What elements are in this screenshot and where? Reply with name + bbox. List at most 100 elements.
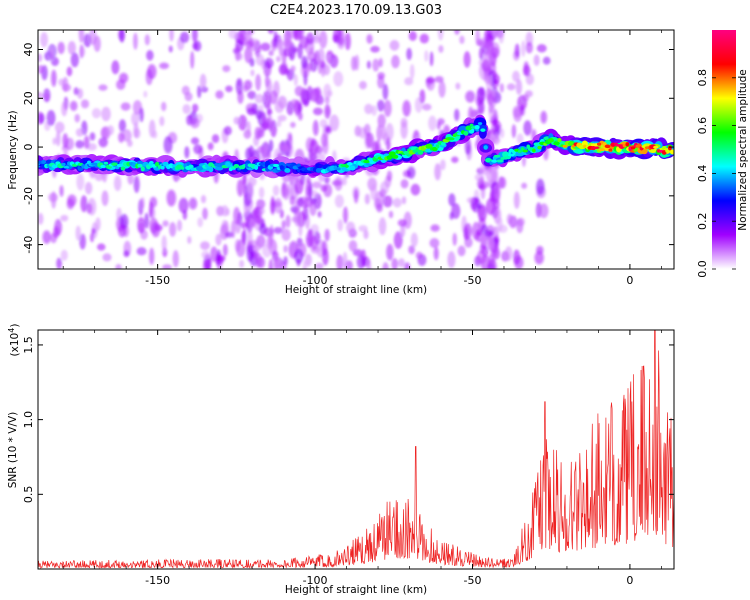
spectrogram-noise-blob — [438, 45, 444, 53]
spectrogram-noise-blob — [297, 102, 302, 113]
spectrogram-noise-blob — [430, 224, 440, 232]
spectrogram-noise-blob — [378, 57, 383, 68]
spectrogram-noise-blob — [163, 136, 173, 154]
spectrogram-ridge-blob — [477, 122, 483, 126]
spectrogram-noise-blob — [521, 182, 528, 189]
spectrogram-noise-blob — [91, 227, 96, 235]
spectrogram-noise-blob — [499, 83, 504, 93]
spectrogram-noise-blob — [246, 120, 251, 136]
spectrogram-noise-blob — [61, 101, 68, 117]
spectrogram-ridge-blob — [258, 162, 266, 166]
spectrogram-noise-blob — [244, 46, 253, 64]
spectrogram-ridge-blob — [120, 166, 126, 171]
spectrogram-ridge-blob — [562, 144, 568, 148]
spectrogram-noise-blob — [294, 210, 301, 227]
spectrogram-noise-blob — [321, 241, 327, 255]
spectrogram-noise-blob — [281, 183, 290, 196]
spectrogram-noise-blob — [324, 104, 331, 120]
spectrogram-noise-blob — [202, 207, 208, 220]
spectrogram-noise-blob — [391, 257, 399, 269]
spectrogram-noise-blob — [94, 172, 104, 182]
spectrogram-noise-blob — [342, 251, 348, 269]
spectrogram-noise-blob — [95, 217, 101, 231]
spectrogram-noise-blob — [326, 90, 333, 97]
spectrogram-noise-blob — [512, 70, 520, 83]
x-tick-label: -100 — [303, 574, 328, 587]
spectrogram-noise-blob — [514, 43, 520, 58]
spectrogram-noise-blob — [207, 142, 214, 151]
spectrogram-noise-blob — [400, 179, 409, 189]
spectrogram-noise-blob — [542, 56, 551, 65]
spectrogram-panel: -150 -100 -50 0 -40 -20 0 20 40 Height of strai… — [7, 29, 675, 296]
spectrogram-noise-blob — [365, 132, 375, 149]
spectrogram-noise-blob — [323, 175, 330, 184]
x-tick-label: -50 — [464, 274, 482, 287]
spectrogram-noise-blob — [75, 128, 84, 137]
x-tick-label: 0 — [626, 274, 633, 287]
spectrogram-noise-blob — [162, 220, 169, 227]
spectrogram-noise-blob — [265, 79, 273, 95]
spectrogram-noise-blob — [262, 243, 272, 258]
spectrogram-noise-blob — [382, 195, 393, 208]
spectrogram-noise-blob — [69, 100, 78, 111]
spectrogram-noise-blob — [525, 31, 534, 47]
spectrogram-noise-blob — [242, 228, 247, 246]
spectrogram-noise-blob — [516, 217, 525, 227]
spectrogram-noise-blob — [334, 194, 344, 208]
spectrogram-noise-blob — [301, 55, 308, 69]
spectrogram-ridge-blob — [670, 149, 674, 155]
spectrogram-noise-blob — [237, 114, 248, 131]
spectrogram-ridge-blob — [103, 161, 109, 165]
x-tick-label: -100 — [303, 274, 328, 287]
y-tick-label: -40 — [22, 236, 35, 254]
spectrogram-noise-blob — [478, 47, 484, 61]
spectrogram-noise-blob — [350, 56, 357, 71]
spectrogram-noise-blob — [264, 57, 274, 69]
spectrogram-noise-blob — [371, 105, 377, 116]
spectrogram-ridge — [38, 114, 674, 179]
spectrogram-noise-blob — [197, 85, 202, 99]
spectrogram-noise-blob — [521, 40, 526, 57]
spectrogram-ridge-blob — [41, 159, 47, 165]
spectrogram-noise-blob — [260, 42, 271, 52]
spectrogram-noise-blob — [398, 258, 405, 268]
spectrogram-noise-blob — [83, 135, 90, 149]
spectrogram-noise-blob — [172, 250, 179, 268]
spectrogram-noise-blob — [250, 69, 255, 77]
spectrogram-noise-blob — [221, 205, 229, 217]
spectrogram-noise-blob — [274, 101, 284, 113]
spectrogram-noise-blob — [133, 128, 141, 139]
y-tick-label: -20 — [22, 187, 35, 205]
spectrogram-noise-blob — [525, 41, 533, 54]
spectrogram-ridge-blob — [557, 137, 562, 143]
spectrogram-noise-blob — [98, 84, 108, 91]
spectrogram-noise-blob — [476, 203, 482, 210]
spectrogram-ridge-blob — [583, 144, 587, 149]
spectrogram-noise-blob — [79, 46, 86, 58]
spectrogram-noise-blob — [75, 140, 85, 149]
spectrogram-noise-blob — [80, 99, 90, 109]
colorbar-tick-label: 0.8 — [696, 69, 709, 87]
spectrogram-noise-blob — [86, 143, 97, 151]
spectrogram-noise-blob — [487, 258, 497, 269]
spectrogram-noise-blob — [485, 197, 496, 215]
spectrogram-noise-blob — [336, 254, 344, 269]
spectrogram-noise-blob — [376, 125, 383, 142]
spectrogram-noise-blob — [268, 259, 274, 269]
spectrogram-noise-blob — [178, 197, 189, 214]
spectrogram-noise-blob — [51, 69, 57, 87]
spectrogram-noise-blob — [536, 178, 545, 196]
spectrogram-ridge-blob — [522, 149, 528, 153]
spectrogram-ridge-blob — [279, 165, 284, 170]
spectrogram-noise-blob — [122, 129, 132, 142]
spectrogram-noise-blob — [254, 252, 262, 268]
spectrogram-noise-blob — [101, 106, 111, 122]
spectrogram-noise-blob — [159, 62, 170, 70]
spectrogram-noise-blob — [46, 109, 56, 126]
spectrogram-noise-blob — [193, 144, 203, 155]
spectrogram-noise-blob — [70, 52, 79, 68]
spectrogram-noise-blob — [255, 238, 262, 251]
snr-frame — [37, 329, 675, 570]
spectrogram-noise-blob — [345, 221, 356, 234]
spectrogram-noise-blob — [184, 146, 190, 159]
